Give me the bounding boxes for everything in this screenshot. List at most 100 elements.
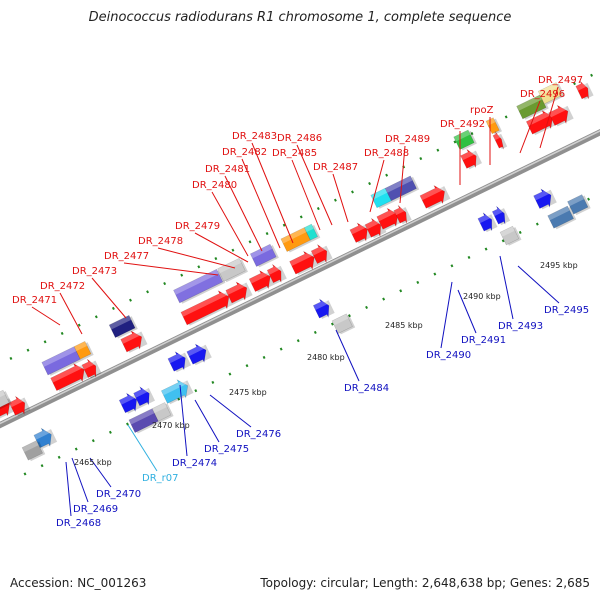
gene-block-shine: [492, 207, 504, 217]
gene-block-body: [393, 205, 407, 224]
gene-block-13: [173, 268, 226, 304]
gene-block-body: [151, 402, 172, 422]
leader-DR_2478: [157, 247, 236, 269]
gene-label-DR_2487: DR_2487: [313, 162, 358, 173]
leader-DR_2473: [91, 277, 127, 319]
gene-label-DR_2478: DR_2478: [138, 236, 183, 247]
gene-label-DR_2480: DR_2480: [192, 180, 237, 191]
gene-block-shine: [249, 270, 270, 284]
gene-block-33: [477, 212, 498, 233]
gene-block-shine: [453, 129, 471, 142]
gene-label-DR_2470: DR_2470: [96, 489, 141, 500]
gene-block-shine: [173, 269, 219, 295]
gene-label-DR_2488: DR_2488: [364, 148, 409, 159]
gene-block-body: [81, 358, 97, 378]
leader-DR_2489: [399, 145, 406, 204]
gene-block-29: [393, 205, 412, 225]
leader-DR_2490: [440, 281, 453, 349]
gene-block-17: [248, 270, 276, 293]
gene-block-shine: [548, 105, 568, 118]
leader-DR_2497: [539, 86, 559, 149]
gene-block-body: [525, 109, 554, 135]
gene-block-body: [266, 264, 282, 284]
gene-block-11: [167, 351, 192, 373]
gene-block-51: [21, 440, 46, 462]
leader-DR_2468: [65, 461, 72, 517]
leader-DR_2472: [59, 292, 83, 335]
gene-block-shine: [486, 117, 496, 126]
gene-block-6: [50, 362, 90, 392]
gene-block-shine: [547, 206, 570, 221]
gene-block-body: [73, 341, 92, 360]
accession-text: Accession: NC_001263: [10, 576, 147, 590]
map-title: Deinococcus radiodurans R1 chromosome 1,…: [88, 10, 512, 25]
gene-block-50: [33, 427, 58, 449]
gene-block-1: [8, 395, 31, 417]
gene-block-27: [364, 217, 387, 239]
scale-label-0: 2465 kbp: [74, 458, 112, 467]
gene-block-shine: [9, 396, 24, 408]
gene-labels: DR_2471 DR_2472 DR_2473 DR_2477 DR_2478 DR_24…: [12, 75, 589, 529]
gene-block-body: [118, 392, 137, 414]
leader-DR_2475: [194, 399, 220, 443]
axis-bar: [0, 129, 600, 429]
gene-block-body: [108, 315, 136, 338]
gene-block-42: [567, 194, 591, 216]
chromosome-axis: [0, 129, 600, 429]
gene-block-shine: [250, 244, 273, 259]
gene-label-DR_2495: DR_2495: [544, 305, 589, 316]
gene-block-23: [310, 243, 333, 265]
gene-block-2: [0, 389, 12, 410]
scale-label-3: 2480 kbp: [307, 353, 345, 362]
gene-block-body: [349, 222, 368, 243]
gene-block-shine: [365, 218, 380, 230]
gene-block-body: [303, 223, 318, 241]
gene-block-shine: [311, 244, 326, 256]
gene-block-26: [349, 222, 374, 244]
gene-block-body: [376, 207, 399, 230]
gene-block-body: [180, 290, 230, 326]
gene-block-53: [151, 402, 174, 423]
gene-block-shine: [538, 82, 559, 96]
gene-block-body: [133, 386, 150, 407]
gene-block-shine: [289, 250, 314, 266]
leader-DR_2488: [369, 159, 385, 213]
axis-highlight: [0, 130, 600, 425]
gene-features: [0, 80, 594, 462]
leader-DR_2484: [335, 329, 360, 382]
gene-block-43: [516, 94, 549, 120]
gene-block-body: [419, 184, 445, 209]
gene-block-37: [460, 148, 482, 170]
gene-block-shine: [120, 330, 141, 344]
leader-DR_2474: [179, 384, 188, 457]
gene-block-shine: [267, 264, 281, 275]
leader-DR_2493: [499, 255, 514, 320]
scale-label-5: 2490 kbp: [463, 292, 501, 301]
gene-block-body: [120, 330, 143, 353]
leader-DR_2491: [457, 289, 477, 334]
gene-block-shine: [370, 188, 388, 200]
gene-label-DR_2474: DR_2474: [172, 458, 217, 469]
gene-label-DR_2492: DR_2492: [440, 119, 485, 130]
leader-DR_2477: [123, 262, 219, 276]
scale-label-1: 2470 kbp: [152, 421, 190, 430]
gene-block-36: [453, 129, 477, 151]
scale-label-4: 2485 kbp: [385, 321, 423, 330]
gene-block-41: [547, 205, 577, 230]
leader-DR_2487: [332, 173, 349, 223]
gene-label-DR_2486: DR_2486: [277, 133, 322, 144]
gene-block-shine: [567, 194, 585, 207]
leader-DR_2486: [296, 144, 333, 226]
gene-label-DR_r07: DR_r07: [142, 473, 178, 484]
gene-block-40: [533, 188, 557, 210]
gene-block-shine: [304, 224, 314, 233]
gene-block-shine: [152, 402, 167, 414]
gene-block-46: [548, 104, 574, 127]
gene-block-shine: [493, 132, 501, 141]
gene-block-35: [499, 225, 522, 246]
gene-block-body: [0, 389, 10, 410]
gene-block-shine: [376, 207, 397, 222]
gene-block-shine: [180, 290, 229, 317]
gene-block-shine: [332, 313, 349, 326]
